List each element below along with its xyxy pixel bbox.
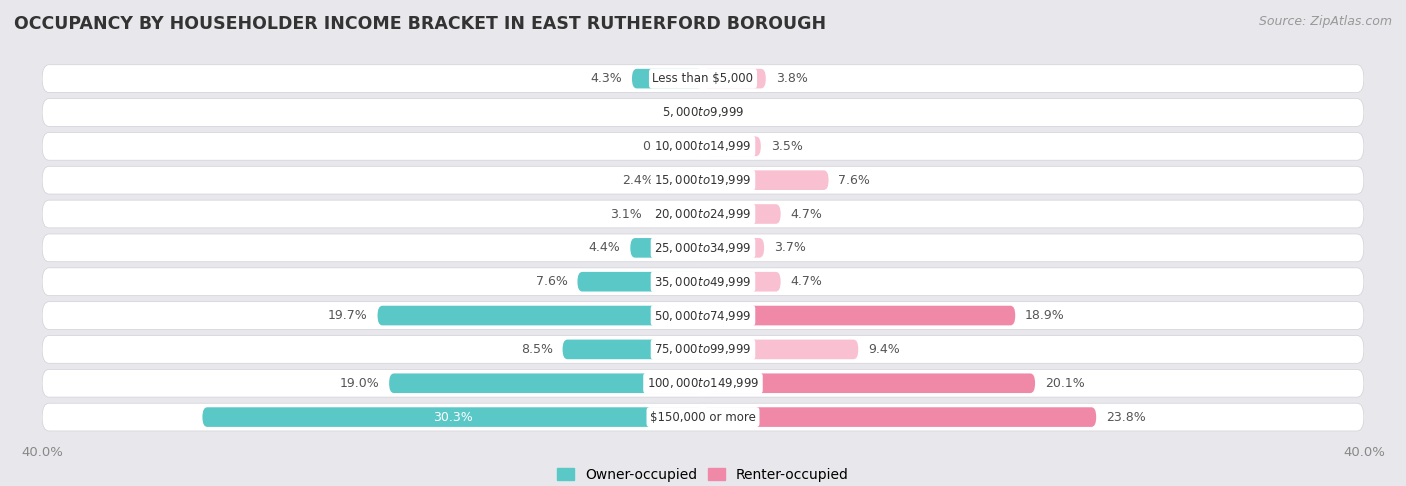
FancyBboxPatch shape	[378, 306, 703, 325]
FancyBboxPatch shape	[42, 335, 1364, 363]
Text: 9.4%: 9.4%	[868, 343, 900, 356]
Text: 20.1%: 20.1%	[1045, 377, 1084, 390]
Text: 4.3%: 4.3%	[591, 72, 621, 85]
FancyBboxPatch shape	[692, 137, 703, 156]
Legend: Owner-occupied, Renter-occupied: Owner-occupied, Renter-occupied	[551, 462, 855, 486]
Text: $75,000 to $99,999: $75,000 to $99,999	[654, 343, 752, 356]
FancyBboxPatch shape	[42, 302, 1364, 330]
FancyBboxPatch shape	[202, 407, 703, 427]
Text: 7.6%: 7.6%	[838, 174, 870, 187]
FancyBboxPatch shape	[42, 403, 1364, 431]
FancyBboxPatch shape	[703, 407, 1097, 427]
FancyBboxPatch shape	[562, 340, 703, 359]
Text: $50,000 to $74,999: $50,000 to $74,999	[654, 309, 752, 323]
Text: 4.7%: 4.7%	[790, 208, 823, 221]
Text: 18.9%: 18.9%	[1025, 309, 1064, 322]
Text: $25,000 to $34,999: $25,000 to $34,999	[654, 241, 752, 255]
FancyBboxPatch shape	[703, 340, 858, 359]
FancyBboxPatch shape	[703, 238, 763, 258]
FancyBboxPatch shape	[703, 306, 1015, 325]
Text: 3.1%: 3.1%	[610, 208, 643, 221]
Text: 2.4%: 2.4%	[621, 174, 654, 187]
Text: 3.5%: 3.5%	[770, 140, 803, 153]
Text: OCCUPANCY BY HOUSEHOLDER INCOME BRACKET IN EAST RUTHERFORD BOROUGH: OCCUPANCY BY HOUSEHOLDER INCOME BRACKET …	[14, 15, 827, 33]
Text: 19.7%: 19.7%	[328, 309, 367, 322]
FancyBboxPatch shape	[42, 268, 1364, 295]
FancyBboxPatch shape	[42, 200, 1364, 228]
FancyBboxPatch shape	[42, 99, 1364, 126]
Text: $20,000 to $24,999: $20,000 to $24,999	[654, 207, 752, 221]
FancyBboxPatch shape	[42, 166, 1364, 194]
FancyBboxPatch shape	[703, 171, 828, 190]
FancyBboxPatch shape	[703, 373, 1035, 393]
Text: 4.7%: 4.7%	[790, 275, 823, 288]
Text: $35,000 to $49,999: $35,000 to $49,999	[654, 275, 752, 289]
Text: Less than $5,000: Less than $5,000	[652, 72, 754, 85]
Text: 0.69%: 0.69%	[643, 140, 682, 153]
Text: 8.5%: 8.5%	[520, 343, 553, 356]
Text: 19.0%: 19.0%	[339, 377, 380, 390]
Text: $100,000 to $149,999: $100,000 to $149,999	[647, 376, 759, 390]
FancyBboxPatch shape	[664, 171, 703, 190]
Text: 7.6%: 7.6%	[536, 275, 568, 288]
Text: $15,000 to $19,999: $15,000 to $19,999	[654, 173, 752, 187]
FancyBboxPatch shape	[578, 272, 703, 292]
FancyBboxPatch shape	[703, 272, 780, 292]
Text: $150,000 or more: $150,000 or more	[650, 411, 756, 424]
FancyBboxPatch shape	[703, 69, 766, 88]
Text: 0.0%: 0.0%	[713, 106, 745, 119]
FancyBboxPatch shape	[703, 204, 780, 224]
Text: 0.0%: 0.0%	[661, 106, 693, 119]
Text: 4.4%: 4.4%	[589, 242, 620, 254]
Text: 30.3%: 30.3%	[433, 411, 472, 424]
FancyBboxPatch shape	[652, 204, 703, 224]
FancyBboxPatch shape	[389, 373, 703, 393]
Text: 3.7%: 3.7%	[775, 242, 806, 254]
FancyBboxPatch shape	[631, 69, 703, 88]
FancyBboxPatch shape	[703, 137, 761, 156]
FancyBboxPatch shape	[630, 238, 703, 258]
FancyBboxPatch shape	[42, 369, 1364, 397]
Text: 3.8%: 3.8%	[776, 72, 807, 85]
FancyBboxPatch shape	[42, 133, 1364, 160]
FancyBboxPatch shape	[42, 65, 1364, 92]
Text: 23.8%: 23.8%	[1107, 411, 1146, 424]
Text: $5,000 to $9,999: $5,000 to $9,999	[662, 105, 744, 120]
Text: Source: ZipAtlas.com: Source: ZipAtlas.com	[1258, 15, 1392, 28]
FancyBboxPatch shape	[42, 234, 1364, 262]
Text: $10,000 to $14,999: $10,000 to $14,999	[654, 139, 752, 153]
